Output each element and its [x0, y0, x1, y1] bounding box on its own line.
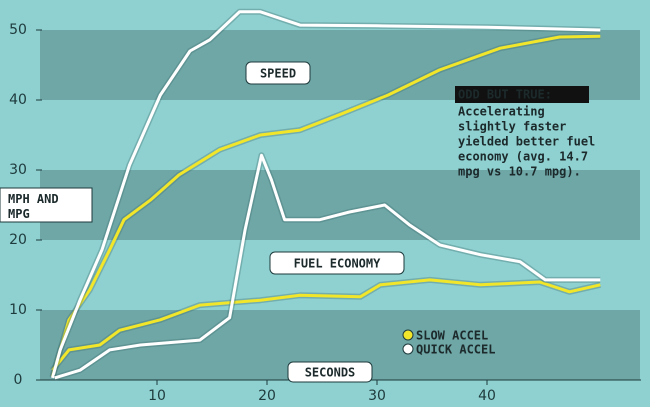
- x-tick-label: 10: [148, 388, 166, 404]
- y-tick-label: 30: [9, 162, 27, 178]
- speed-line: [51, 10, 601, 379]
- legend-marker: [402, 329, 414, 341]
- note-line: economy (avg. 14.7: [458, 150, 588, 164]
- note-line: slightly faster: [458, 120, 566, 134]
- y-tick-label: 20: [9, 232, 27, 248]
- y-tick-label: 40: [9, 92, 27, 108]
- x-axis-title-box: [287, 361, 373, 383]
- y-tick-label: 10: [9, 302, 27, 318]
- speed-line: [51, 34, 601, 377]
- x-tick-label: 40: [478, 388, 496, 404]
- x-axis-title: SECONDS: [305, 366, 356, 380]
- x-tick-label: 20: [258, 388, 276, 404]
- note-line: mpg vs 10.7 mpg).: [458, 165, 581, 179]
- y-tick-label: 0: [14, 372, 23, 388]
- note-line: yielded better fuel: [458, 135, 595, 149]
- band: [40, 170, 640, 240]
- fuel-label-box: [269, 251, 405, 275]
- fuel-label: FUEL ECONOMY: [294, 257, 381, 271]
- legend-marker: [402, 343, 414, 355]
- fuel-line: [51, 278, 601, 372]
- x-tick-label: 30: [368, 388, 386, 404]
- legend-label: SLOW ACCEL: [416, 329, 488, 343]
- y-tick-label: 50: [9, 22, 27, 38]
- fuel-line: [54, 153, 601, 380]
- speed-label-box: [245, 61, 311, 85]
- speed-label: SPEED: [260, 67, 296, 81]
- legend-label: QUICK ACCEL: [416, 343, 495, 357]
- note-line: Accelerating: [458, 105, 545, 119]
- note-title: ODD BUT TRUE:: [458, 88, 552, 102]
- note-title-box: [455, 86, 589, 103]
- y-axis-title: MPH AND MPG: [8, 192, 59, 221]
- y-title-box: [0, 187, 93, 223]
